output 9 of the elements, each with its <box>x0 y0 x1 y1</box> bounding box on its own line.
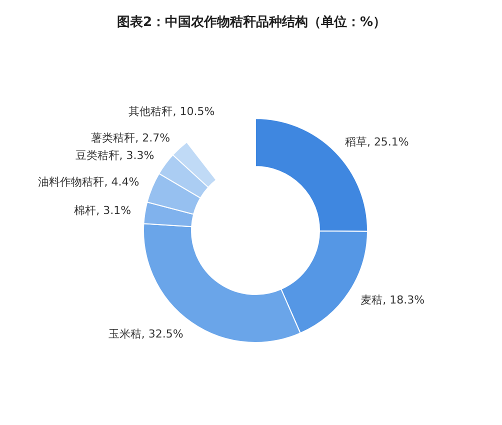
slice-label: 其他秸秆, 10.5% <box>128 104 215 118</box>
slice-label: 棉杆, 3.1% <box>74 204 132 218</box>
slice-label: 麦秸, 18.3% <box>360 293 425 306</box>
slice-label: 薯类秸秆, 2.7% <box>91 131 170 144</box>
slice-label: 豆类秸秆, 3.3% <box>75 149 154 162</box>
slice-label: 稻草, 25.1% <box>344 135 409 148</box>
slice-label: 油料作物秸秆, 4.4% <box>38 176 140 189</box>
slice-label: 玉米秸, 32.5% <box>108 327 184 340</box>
chart-title: 图表2：中国农作物秸秆品种结构（单位：%） <box>116 14 386 30</box>
